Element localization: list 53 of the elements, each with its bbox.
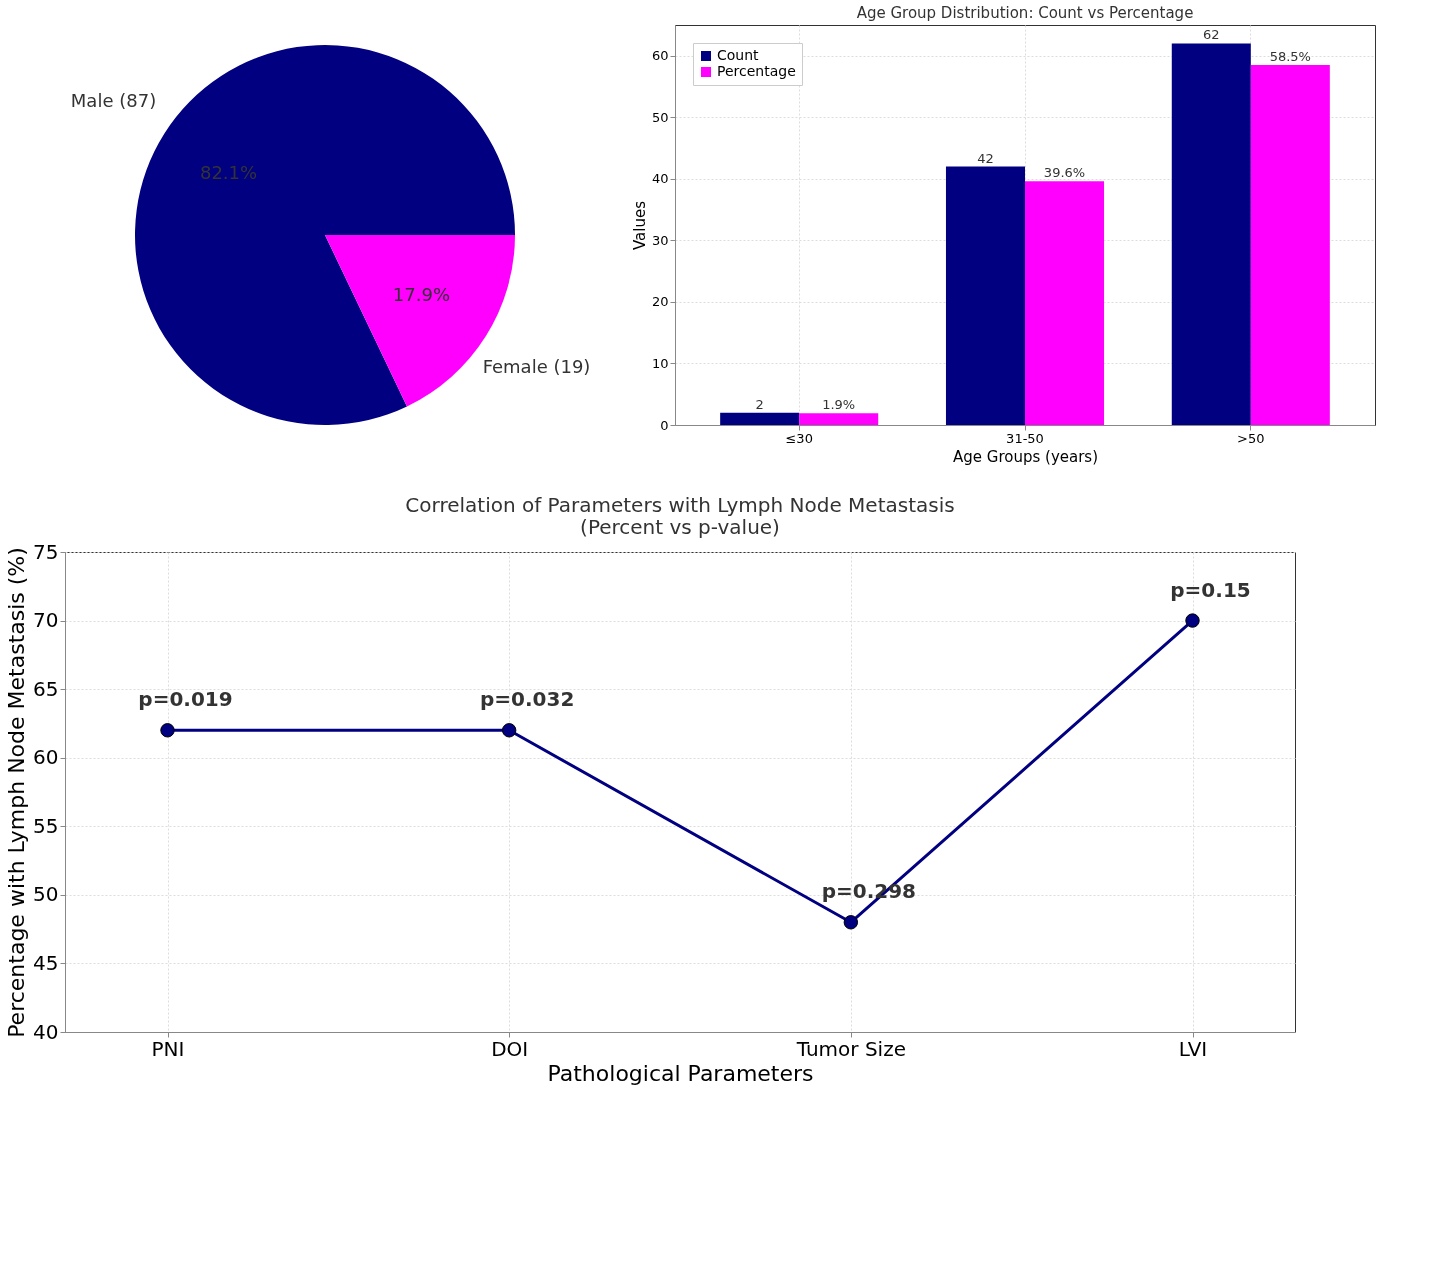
y-tick-label: 20 [651,294,669,310]
annotation: p=0.019 [138,687,233,712]
x-tick-label: 31-50 [1006,430,1044,446]
x-tick-label: LVI [1178,1036,1208,1061]
x-tick-label: PNI [151,1036,185,1061]
y-tick-label: 30 [651,232,669,248]
data-label: 62 [1203,27,1220,43]
data-label: 82.1% [199,162,258,184]
y-tick-label: 70 [33,608,59,633]
legend-label: Percentage [717,63,796,79]
y-tick-label: 50 [651,109,669,125]
bar [1250,65,1330,425]
x-tick-label: Tumor Size [795,1036,906,1061]
y-axis-title: Values [630,200,649,251]
data-label: 17.9% [392,283,451,305]
data-label: 2 [755,396,764,412]
y-tick-label: 40 [33,1019,59,1044]
y-axis-title: Percentage with Lymph Node Metastasis (%) [4,547,30,1038]
y-tick-label: 55 [33,813,59,838]
data-label: 58.5% [1269,49,1311,64]
legend-label: Count [717,47,760,63]
y-tick-label: 10 [651,355,669,371]
bar [1025,181,1105,425]
y-tick-label: 60 [651,48,669,64]
x-tick-label: DOI [491,1036,529,1061]
point [160,723,175,738]
y-tick-label: 60 [33,745,59,770]
chart-title: Correlation of Parameters with Lymph Node Metastasis (Percent vs p-value) [405,493,955,539]
bar [1171,43,1251,425]
x-tick-label: >50 [1237,430,1265,446]
annotation: p=0.15 [1170,577,1251,602]
y-tick-label: 0 [660,417,669,433]
annotation: p=0.032 [479,687,575,712]
data-label: 42 [977,150,994,166]
y-tick-label: 45 [33,950,59,975]
bar [799,413,879,425]
y-tick-label: 50 [33,882,59,907]
slice-label: Female (19) [482,356,591,378]
x-axis-title: Pathological Parameters [547,1060,814,1086]
point [1185,613,1200,628]
chart-title: Age Group Distribution: Count vs Percentage [856,4,1194,22]
point [843,915,859,930]
data-label: 1.9% [822,397,856,413]
slice-label: Male (87) [70,89,157,111]
y-tick-label: 40 [651,171,669,187]
bar [945,166,1025,425]
x-axis-title: Age Groups (years) [952,447,1099,466]
point [501,723,517,738]
y-tick-label: 75 [33,539,59,564]
x-tick-label: ≤30 [785,430,813,446]
y-tick-label: 65 [33,676,59,701]
bar [720,412,800,425]
data-label: 39.6% [1043,165,1086,181]
